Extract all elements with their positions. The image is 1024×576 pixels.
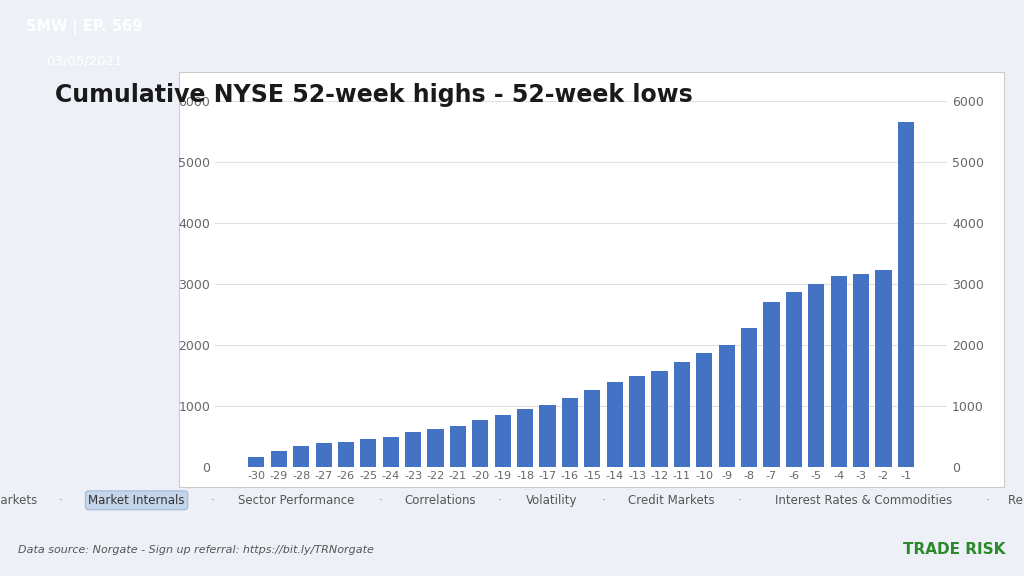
Bar (764, 302, 779, 467)
Bar (427, 429, 443, 467)
Bar (562, 398, 578, 467)
Text: ·: · (985, 494, 989, 507)
Text: ·: · (211, 494, 214, 507)
Bar (651, 371, 668, 467)
Text: ·: · (498, 494, 502, 507)
Bar (741, 328, 757, 467)
Text: Volatility: Volatility (526, 494, 578, 507)
Bar (898, 122, 913, 467)
Bar (785, 291, 802, 467)
Text: Cumulative NYSE 52-week highs - 52-week lows: Cumulative NYSE 52-week highs - 52-week … (55, 83, 692, 107)
Bar (360, 439, 377, 467)
Bar (606, 382, 623, 467)
Text: Sector Performance: Sector Performance (239, 494, 354, 507)
Text: 03/05/2021: 03/05/2021 (46, 54, 123, 67)
Bar (876, 270, 892, 467)
Bar (495, 415, 511, 467)
Text: Correlations: Correlations (404, 494, 476, 507)
Text: SMW | EP. 569: SMW | EP. 569 (27, 19, 142, 35)
Bar (315, 444, 332, 467)
Bar (540, 405, 556, 467)
Bar (830, 276, 847, 467)
Text: Equity Markets: Equity Markets (0, 494, 37, 507)
Bar (450, 426, 466, 467)
Bar (853, 274, 869, 467)
Bar (270, 450, 287, 467)
Text: Credit Markets: Credit Markets (629, 494, 715, 507)
Text: ·: · (378, 494, 382, 507)
Text: Interest Rates & Commodities: Interest Rates & Commodities (775, 494, 952, 507)
Bar (293, 446, 309, 467)
Bar (629, 376, 645, 467)
Bar (696, 353, 713, 467)
Bar (517, 410, 534, 467)
Bar (674, 362, 690, 467)
Text: ·: · (737, 494, 741, 507)
Bar (585, 391, 600, 467)
Bar (248, 457, 264, 467)
Bar (383, 437, 398, 467)
Bar (808, 285, 824, 467)
Text: Report Card: Report Card (1008, 494, 1024, 507)
Text: Data source: Norgate - Sign up referral: https://bit.ly/TRNorgate: Data source: Norgate - Sign up referral:… (18, 545, 375, 555)
Bar (338, 442, 354, 467)
Bar (719, 344, 735, 467)
Text: ·: · (602, 494, 606, 507)
Text: ·: · (58, 494, 62, 507)
Bar (472, 420, 488, 467)
Bar (406, 433, 421, 467)
Text: Market Internals: Market Internals (88, 494, 185, 507)
Text: TRADE RISK: TRADE RISK (903, 542, 1006, 557)
